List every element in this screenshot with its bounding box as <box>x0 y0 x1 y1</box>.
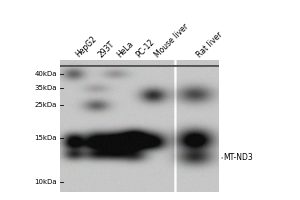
Text: PC-12: PC-12 <box>134 37 156 59</box>
Text: 40kDa: 40kDa <box>34 71 57 77</box>
Text: Mouse liver: Mouse liver <box>153 22 190 59</box>
Text: HepG2: HepG2 <box>74 34 98 59</box>
Text: 15kDa: 15kDa <box>34 135 57 141</box>
Text: HeLa: HeLa <box>115 39 135 59</box>
Text: 35kDa: 35kDa <box>34 85 57 91</box>
Text: 10kDa: 10kDa <box>34 179 57 185</box>
Text: 293T: 293T <box>96 39 116 59</box>
Text: MT-ND3: MT-ND3 <box>224 153 253 162</box>
Text: 25kDa: 25kDa <box>34 102 57 108</box>
Text: Rat liver: Rat liver <box>195 30 224 59</box>
